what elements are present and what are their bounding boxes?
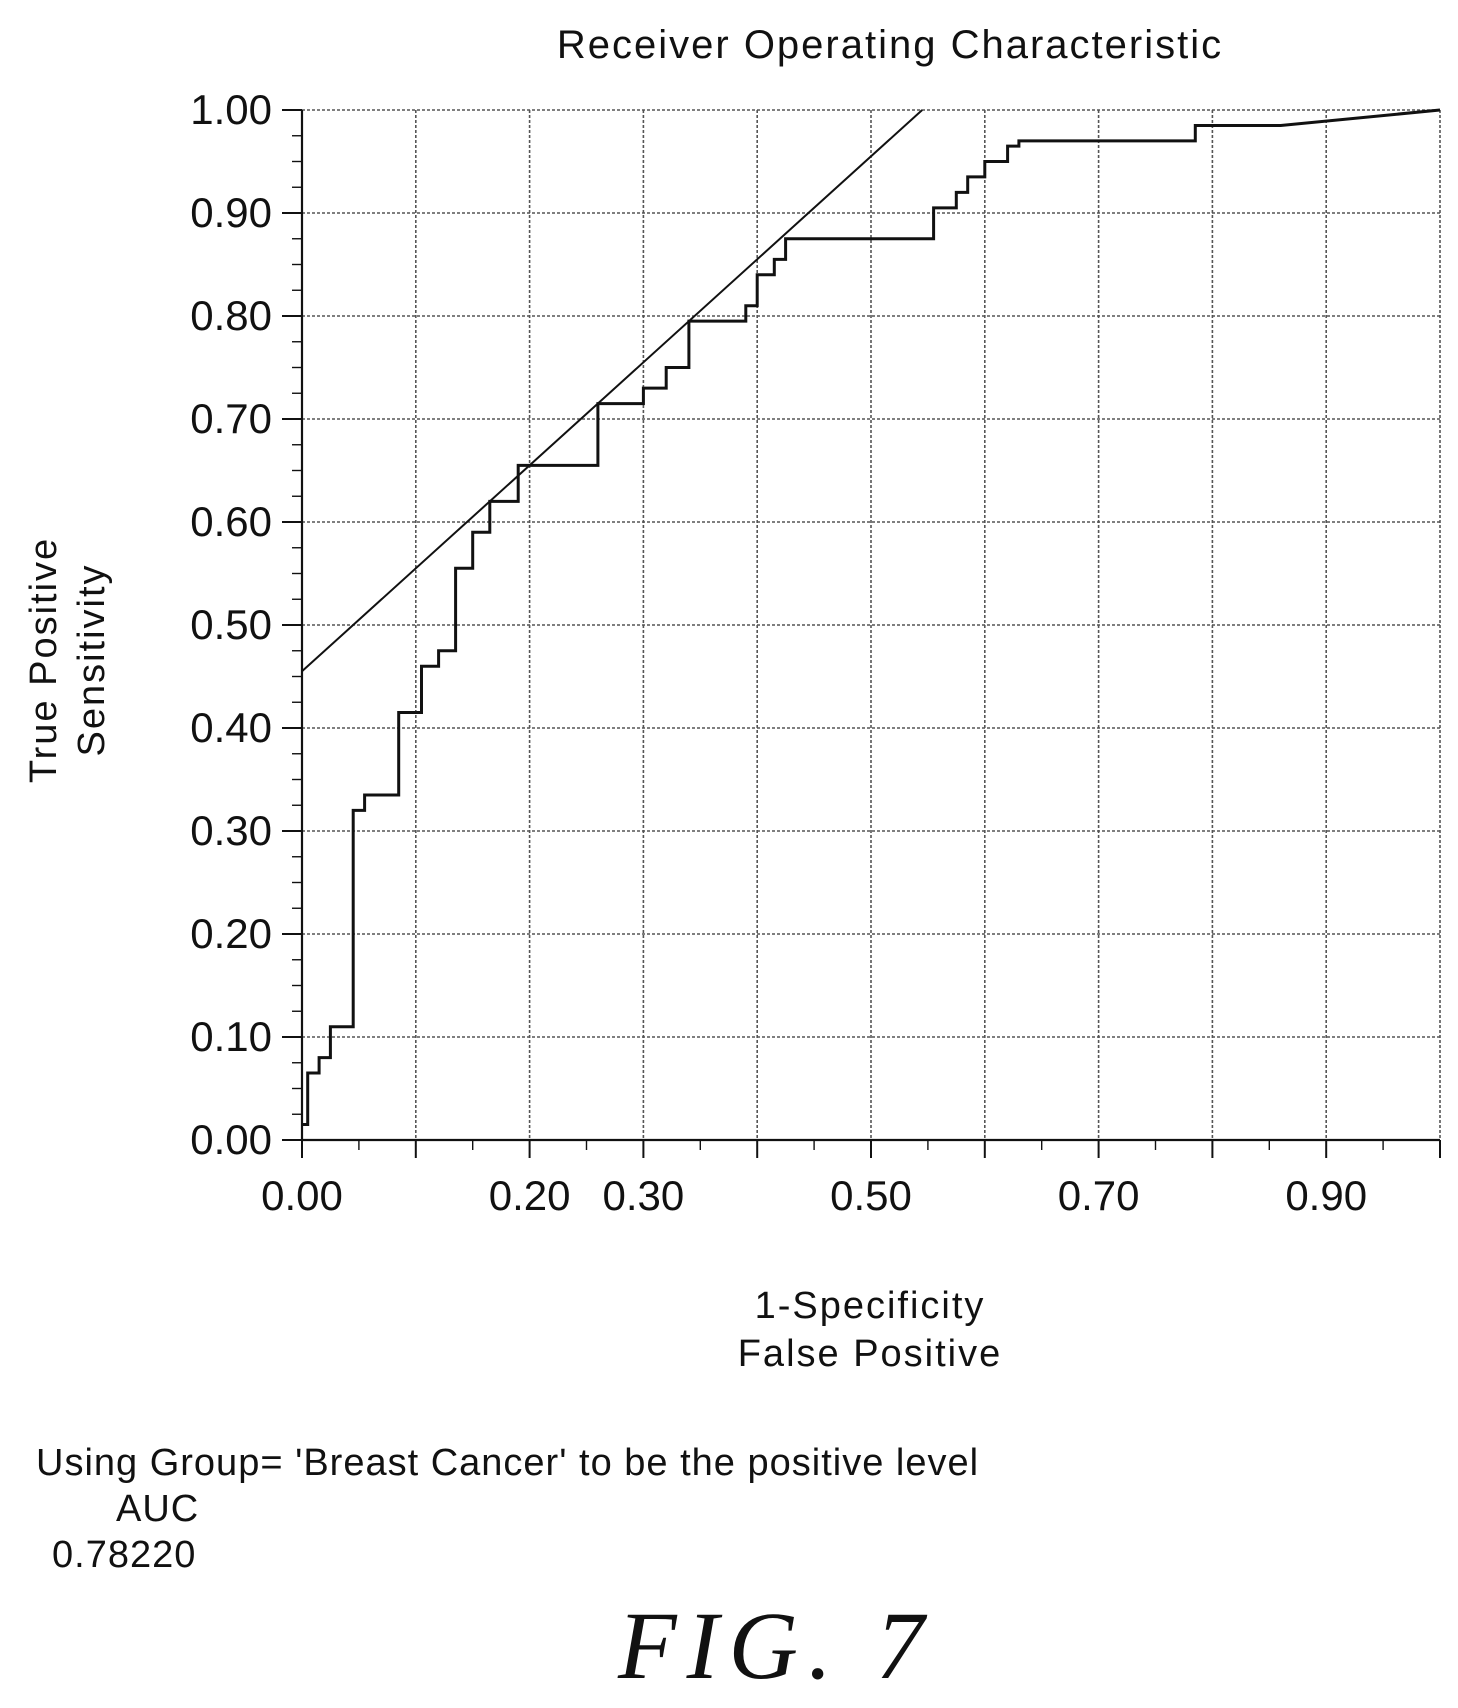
auc-value: 0.78220 <box>52 1534 197 1576</box>
y-tick-label-2: 0.20 <box>190 910 272 957</box>
x-tick-label-4: 0.70 <box>1058 1172 1140 1219</box>
y-tick-label-7: 0.70 <box>190 395 272 442</box>
figure-caption: FIG. 7 <box>618 1592 934 1699</box>
grid <box>301 109 1441 1141</box>
y-tick-label-5: 0.50 <box>190 601 272 648</box>
tick-labels: 0.00 0.10 0.20 0.30 0.40 0.50 0.60 0.70 0.80 0.90… <box>190 86 1367 1219</box>
y-axis-label-line2: Sensitivity <box>71 563 113 756</box>
y-tick-label-9: 0.90 <box>190 189 272 236</box>
y-tick-label-4: 0.40 <box>190 704 272 751</box>
x-axis-label-line2: False Positive <box>738 1333 1003 1375</box>
y-axis-label-line1: True Positive <box>23 537 65 783</box>
y-tick-label-0: 0.00 <box>190 1116 272 1163</box>
y-tick-label-1: 0.10 <box>190 1013 272 1060</box>
chart-title: Receiver Operating Characteristic <box>557 23 1223 67</box>
x-axis-label-line1: 1-Specificity <box>755 1285 986 1327</box>
y-tick-label-6: 0.60 <box>190 498 272 545</box>
x-tick-label-2: 0.30 <box>603 1172 685 1219</box>
x-tick-label-0: 0.00 <box>261 1172 343 1219</box>
axes <box>282 109 1441 1158</box>
auc-label: AUC <box>116 1488 200 1530</box>
series <box>301 108 1441 1126</box>
x-tick-label-1: 0.20 <box>489 1172 571 1219</box>
y-tick-label-8: 0.80 <box>190 292 272 339</box>
x-tick-label-3: 0.50 <box>830 1172 912 1219</box>
roc-step-curve <box>302 108 1441 1126</box>
diagonal-reference-line <box>301 109 923 673</box>
x-tick-label-5: 0.90 <box>1285 1172 1367 1219</box>
y-tick-label-10: 1.00 <box>190 86 272 133</box>
positive-level-note: Using Group= 'Breast Cancer' to be the p… <box>36 1442 980 1484</box>
y-tick-label-3: 0.30 <box>190 807 272 854</box>
